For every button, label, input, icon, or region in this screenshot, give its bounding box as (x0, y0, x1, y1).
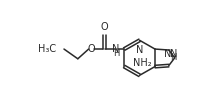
Text: NH₂: NH₂ (133, 58, 152, 68)
Text: H: H (171, 53, 177, 62)
Text: H: H (113, 49, 119, 58)
Text: H₃C: H₃C (38, 44, 56, 54)
Text: N: N (170, 49, 177, 59)
Text: O: O (88, 44, 95, 54)
Text: O: O (101, 22, 108, 32)
Text: N: N (164, 49, 172, 59)
Text: N: N (136, 45, 143, 55)
Text: N: N (112, 44, 119, 54)
